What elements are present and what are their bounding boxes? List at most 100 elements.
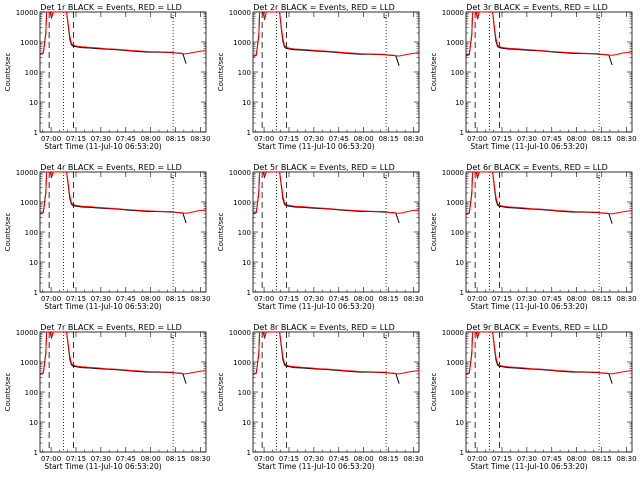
x-tick-label: 08:15 xyxy=(378,455,398,463)
y-tick-label: 100 xyxy=(238,229,251,237)
y-tick-label: 10 xyxy=(242,99,251,107)
series-lld-line xyxy=(466,332,632,376)
x-tick-label: 08:30 xyxy=(190,455,210,463)
x-tick-label: 08:15 xyxy=(591,455,611,463)
y-tick-label: 1000 xyxy=(233,39,251,47)
x-tick-label: 08:00 xyxy=(567,295,587,303)
y-axis-label: Counts/sec xyxy=(217,373,225,412)
x-tick-label: 07:30 xyxy=(91,295,111,303)
series-events-line xyxy=(466,172,613,224)
panel-title: Det 8r BLACK = Events, RED = LLD xyxy=(253,323,395,332)
x-tick-label: 07:30 xyxy=(304,135,324,143)
series-lld-line xyxy=(40,172,206,215)
x-tick-label: 08:00 xyxy=(354,135,374,143)
y-axis-label: Counts/sec xyxy=(4,373,12,412)
x-tick-label: 07:45 xyxy=(542,455,562,463)
panel-title: Det 1r BLACK = Events, RED = LLD xyxy=(40,3,182,12)
y-tick-label: 1000 xyxy=(233,199,251,207)
y-tick-label: 1 xyxy=(460,449,464,457)
x-tick-label: 07:30 xyxy=(91,455,111,463)
plot-frame xyxy=(465,331,633,453)
plot-frame xyxy=(39,331,207,453)
y-tick-label: 1000 xyxy=(233,359,251,367)
x-tick-label: 08:00 xyxy=(567,455,587,463)
y-axis-label: Counts/sec xyxy=(430,53,438,92)
plot-frame xyxy=(252,331,420,453)
series-lld-line xyxy=(466,12,632,57)
x-tick-label: 07:45 xyxy=(542,295,562,303)
y-tick-label: 10 xyxy=(242,259,251,267)
y-axis-label: Counts/sec xyxy=(217,53,225,92)
y-tick-label: 10 xyxy=(242,419,251,427)
series-events-line xyxy=(40,12,187,64)
y-tick-label: 1 xyxy=(247,449,251,457)
plot-frame xyxy=(252,11,420,133)
series-lld-line xyxy=(40,12,206,56)
x-tick-label: 08:00 xyxy=(567,135,587,143)
x-axis-label: Start Time (11-Jul-10 06:53:20) xyxy=(44,142,161,151)
x-tick-label: 08:00 xyxy=(141,135,161,143)
y-tick-label: 10 xyxy=(455,419,464,427)
x-tick-label: 07:30 xyxy=(304,455,324,463)
x-tick-label: 07:00 xyxy=(254,135,274,143)
x-tick-label: 08:00 xyxy=(354,455,374,463)
x-tick-label: 07:00 xyxy=(467,455,487,463)
y-axis-label: Counts/sec xyxy=(4,53,12,92)
x-axis-label: Start Time (11-Jul-10 06:53:20) xyxy=(257,462,374,471)
plot-frame xyxy=(465,171,633,293)
y-axis-label: Counts/sec xyxy=(4,213,12,252)
series-lld-line xyxy=(253,172,419,215)
y-tick-label: 100 xyxy=(238,389,251,397)
x-tick-label: 08:30 xyxy=(403,455,423,463)
series-events-line xyxy=(466,12,613,66)
x-tick-label: 08:30 xyxy=(616,135,636,143)
x-tick-label: 07:45 xyxy=(116,135,136,143)
x-tick-label: 07:45 xyxy=(329,455,349,463)
x-tick-label: 07:30 xyxy=(91,135,111,143)
flag-label: L xyxy=(596,172,600,180)
y-tick-label: 10000 xyxy=(442,169,464,177)
x-tick-label: 07:45 xyxy=(329,295,349,303)
series-group xyxy=(40,172,206,224)
x-tick-label: 07:00 xyxy=(41,135,61,143)
x-tick-label: 07:15 xyxy=(492,295,512,303)
flag-label: L xyxy=(170,332,174,340)
x-tick-label: 07:30 xyxy=(517,455,537,463)
x-tick-label: 08:15 xyxy=(378,295,398,303)
y-tick-label: 1 xyxy=(460,289,464,297)
x-tick-label: 07:45 xyxy=(542,135,562,143)
x-tick-label: 08:00 xyxy=(141,295,161,303)
series-events-line xyxy=(253,332,400,384)
series-group xyxy=(466,332,632,384)
y-tick-label: 1 xyxy=(460,129,464,137)
y-tick-label: 100 xyxy=(25,69,38,77)
y-tick-label: 1 xyxy=(247,289,251,297)
panel-title: Det 6r BLACK = Events, RED = LLD xyxy=(466,163,608,172)
y-tick-label: 100 xyxy=(25,229,38,237)
y-axis-label: Counts/sec xyxy=(430,373,438,412)
y-tick-label: 10000 xyxy=(442,329,464,337)
y-tick-label: 1000 xyxy=(20,359,38,367)
x-tick-label: 08:30 xyxy=(190,135,210,143)
y-tick-label: 1000 xyxy=(446,39,464,47)
x-tick-label: 08:00 xyxy=(354,295,374,303)
y-tick-label: 10000 xyxy=(229,329,251,337)
y-tick-label: 100 xyxy=(25,389,38,397)
y-tick-label: 10000 xyxy=(16,9,38,17)
panel-title: Det 3r BLACK = Events, RED = LLD xyxy=(466,3,608,12)
y-axis-label: Counts/sec xyxy=(217,213,225,252)
x-tick-label: 07:15 xyxy=(492,135,512,143)
x-tick-label: 07:00 xyxy=(254,455,274,463)
x-tick-label: 07:45 xyxy=(116,295,136,303)
x-tick-label: 08:15 xyxy=(165,455,185,463)
y-tick-label: 10000 xyxy=(442,9,464,17)
x-tick-label: 07:45 xyxy=(116,455,136,463)
x-tick-label: 07:15 xyxy=(66,455,86,463)
x-tick-label: 07:30 xyxy=(304,295,324,303)
